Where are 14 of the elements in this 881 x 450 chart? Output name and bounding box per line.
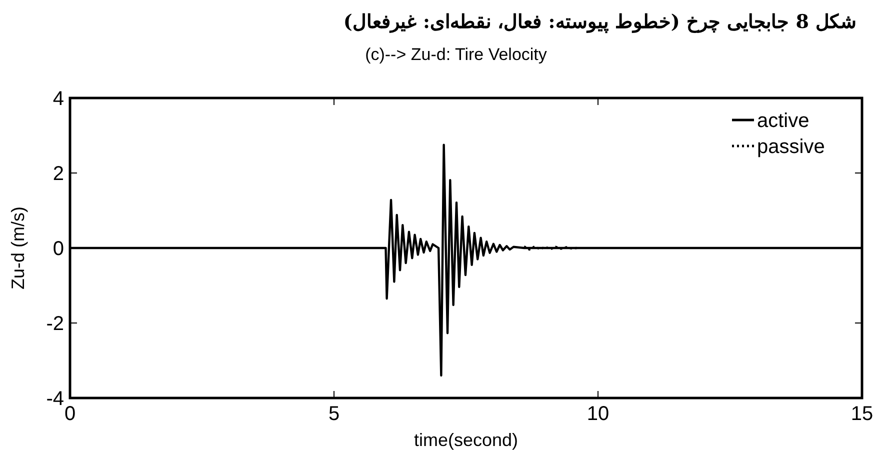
- x-tick-label: 10: [586, 403, 610, 425]
- subtitle: (c)--> Zu-d: Tire Velocity: [365, 45, 547, 64]
- x-tick-label: 15: [850, 403, 874, 425]
- y-tick-label: 2: [52, 163, 64, 185]
- legend-label: passive: [757, 136, 825, 158]
- y-tick-label: 4: [52, 88, 64, 110]
- x-tick-label: 5: [328, 403, 340, 425]
- y-tick-label: -4: [46, 388, 64, 410]
- legend-label: active: [757, 110, 810, 132]
- y-tick-label: -2: [46, 313, 64, 335]
- title: شکل 8 جابجایی چرخ (خطوط پیوسته: فعال، نقطه‌ای: غیرفعال): [343, 11, 857, 33]
- y-axis-title: Zu-d (m/s): [8, 206, 28, 290]
- x-axis-title: time(second): [414, 430, 518, 450]
- y-tick-label: 0: [52, 238, 64, 260]
